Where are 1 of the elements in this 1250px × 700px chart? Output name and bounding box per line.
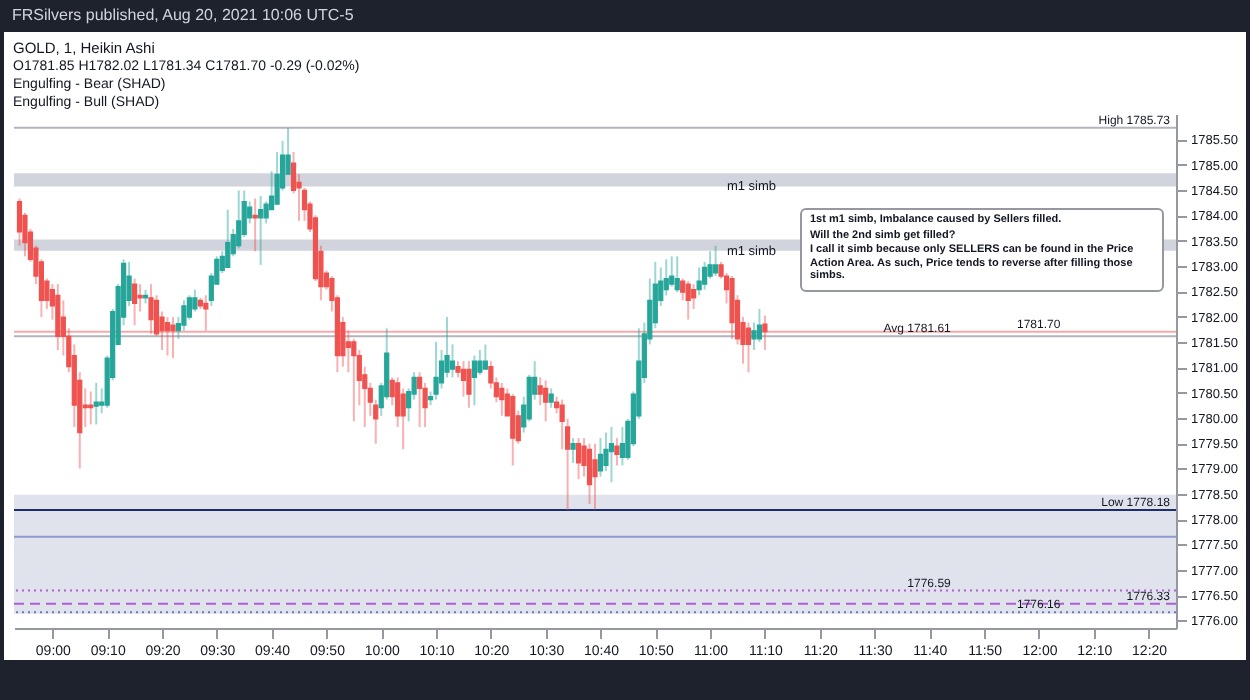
text: FRSilvers published, Aug 20, 2021 10:06 UTC-5 (12, 4, 354, 28)
